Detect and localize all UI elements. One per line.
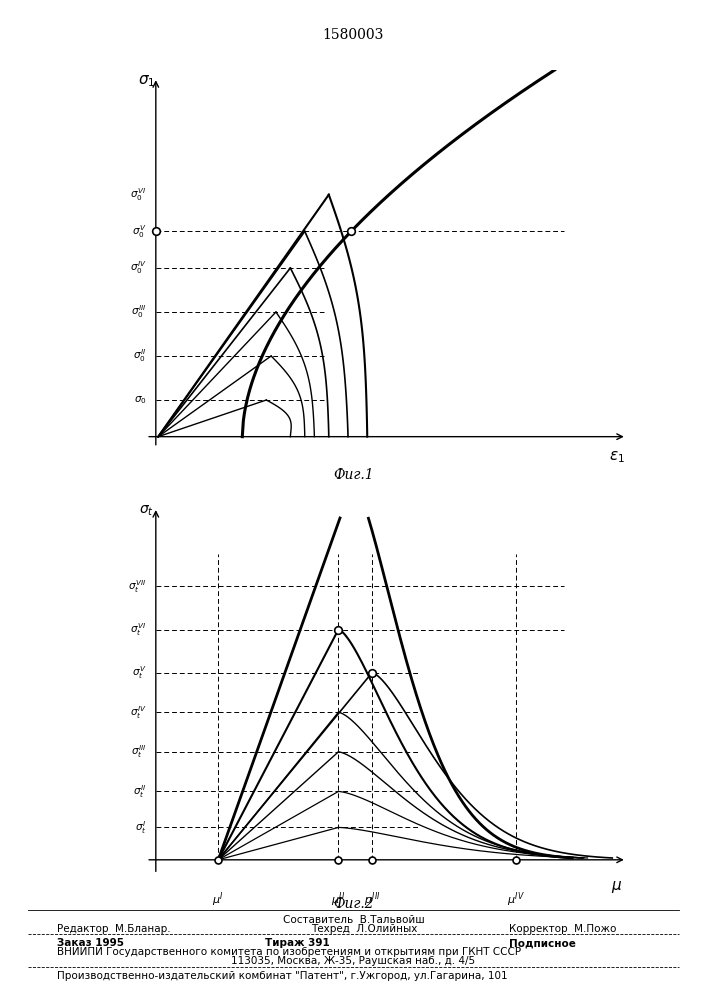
Text: $\it{\varepsilon_1}$: $\it{\varepsilon_1}$ <box>609 449 625 465</box>
Text: $\mu^{II}$: $\mu^{II}$ <box>332 890 346 909</box>
Text: Техред  Л.Олийных: Техред Л.Олийных <box>311 924 417 934</box>
Text: $\sigma_0^{V}$: $\sigma_0^{V}$ <box>132 223 146 240</box>
Text: $\sigma_t^{IV}$: $\sigma_t^{IV}$ <box>129 704 146 721</box>
Text: Составитель  В.Тальвойш: Составитель В.Тальвойш <box>283 915 424 925</box>
Text: $\sigma_0^{III}$: $\sigma_0^{III}$ <box>131 304 146 320</box>
Text: Производственно-издательский комбинат "Патент", г.Ужгород, ул.Гагарина, 101: Производственно-издательский комбинат "П… <box>57 971 507 981</box>
Text: 1580003: 1580003 <box>323 28 384 42</box>
Text: $\sigma_0^{II}$: $\sigma_0^{II}$ <box>133 348 146 364</box>
Text: $\sigma_0^{IV}$: $\sigma_0^{IV}$ <box>129 260 146 276</box>
Text: Подписное: Подписное <box>509 938 576 948</box>
Text: $\it{\mu}$: $\it{\mu}$ <box>612 879 623 895</box>
Text: $\sigma_t^{II}$: $\sigma_t^{II}$ <box>133 783 146 800</box>
Text: Тираж 391: Тираж 391 <box>264 938 329 948</box>
Text: Заказ 1995: Заказ 1995 <box>57 938 124 948</box>
Text: $\mu^{III}$: $\mu^{III}$ <box>364 890 380 909</box>
Text: ВНИИПИ Государственного комитета по изобретениям и открытиям при ГКНТ СССР: ВНИИПИ Государственного комитета по изоб… <box>57 947 520 957</box>
Text: $\sigma_0$: $\sigma_0$ <box>134 394 146 406</box>
Text: Редактор  М.Бланар.: Редактор М.Бланар. <box>57 924 170 934</box>
Text: $\mu^{IV}$: $\mu^{IV}$ <box>508 890 525 909</box>
Text: $\sigma_t^{III}$: $\sigma_t^{III}$ <box>131 743 146 760</box>
Text: $\sigma_t^{VII}$: $\sigma_t^{VII}$ <box>128 578 146 595</box>
Text: Фиг.2: Фиг.2 <box>333 897 374 911</box>
Text: $\sigma_0^{VI}$: $\sigma_0^{VI}$ <box>130 186 146 203</box>
Text: Фиг.1: Фиг.1 <box>333 468 374 482</box>
Text: $\it{\sigma_t}$: $\it{\sigma_t}$ <box>139 504 153 518</box>
Text: $\it{\sigma_1}$: $\it{\sigma_1}$ <box>138 73 155 89</box>
Text: $\sigma_t^{V}$: $\sigma_t^{V}$ <box>132 664 146 681</box>
Text: $\sigma_t^{I}$: $\sigma_t^{I}$ <box>134 819 146 836</box>
Text: 113035, Москва, Ж-35, Раушская наб., д. 4/5: 113035, Москва, Ж-35, Раушская наб., д. … <box>231 956 476 966</box>
Text: Корректор  М.Пожо: Корректор М.Пожо <box>509 924 617 934</box>
Text: $\mu^I$: $\mu^I$ <box>212 890 224 909</box>
Text: $\sigma_t^{VI}$: $\sigma_t^{VI}$ <box>130 621 146 638</box>
